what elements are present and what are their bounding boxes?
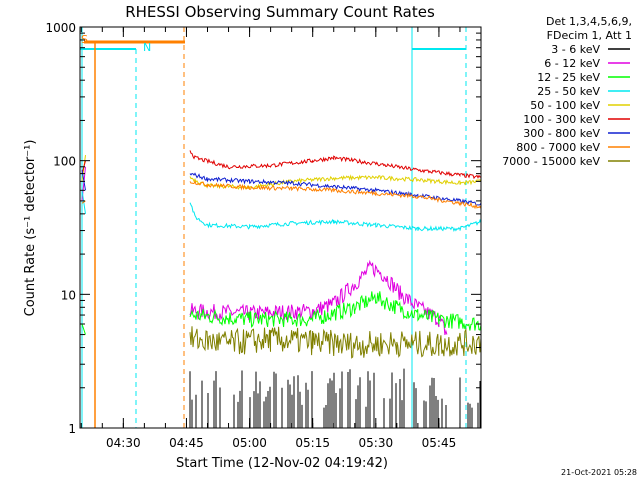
y-tick-label: 1 — [68, 422, 76, 436]
x-tick-label: 04:30 — [106, 436, 141, 450]
legend-entry-label: 25 - 50 keV — [537, 85, 600, 98]
legend-header-line-2: FDecim 1, Att 1 — [547, 29, 632, 42]
legend-header-line-1: Det 1,3,4,5,6,9, — [546, 15, 632, 28]
legend-entry-label: 6 - 12 keV — [544, 57, 600, 70]
series-line-12-25keV — [81, 291, 482, 335]
plot-frame — [79, 26, 482, 429]
timestamp: 21-Oct-2021 05:28 — [561, 468, 637, 477]
series-line-100-300keV — [81, 150, 482, 180]
x-tick-label: 05:15 — [295, 436, 330, 450]
axes: 1 10 100 1000 04:30 04:45 05:00 05:15 05:30 05:45 — [45, 21, 482, 450]
series-line-300-800keV — [81, 170, 482, 206]
x-tick-label: 05:00 — [232, 436, 267, 450]
legend-entry-label: 7000 - 15000 keV — [502, 155, 600, 168]
y-tick-label: 100 — [53, 155, 76, 169]
series-line-800-7000keV — [81, 180, 482, 210]
legend-entry-label: 800 - 7000 keV — [516, 141, 600, 154]
legend: Det 1,3,4,5,6,9, FDecim 1, Att 1 3 - 6 k… — [502, 15, 632, 168]
y-tick-label: 10 — [61, 288, 76, 302]
legend-entry-label: 3 - 6 keV — [551, 43, 600, 56]
x-tick-label: 05:45 — [422, 436, 457, 450]
legend-entry-label: 12 - 25 keV — [537, 71, 600, 84]
legend-entry-label: 300 - 800 keV — [523, 127, 600, 140]
legend-entry-label: 50 - 100 keV — [530, 99, 600, 112]
x-tick-label: 05:30 — [359, 436, 394, 450]
x-tick-label: 04:45 — [169, 436, 204, 450]
chart-title: RHESSI Observing Summary Count Rates — [125, 3, 435, 21]
annotation-s: S — [81, 33, 88, 46]
y-tick-label: 1000 — [45, 21, 76, 35]
x-axis-label: Start Time (12-Nov-02 04:19:42) — [176, 456, 388, 471]
plot-area — [80, 27, 482, 428]
series-line-3-6keV — [189, 368, 481, 428]
legend-entry-label: 100 - 300 keV — [523, 113, 600, 126]
series-line-7000-15000keV — [189, 326, 482, 359]
y-axis-label: Count Rate (s⁻¹ detector⁻¹) — [23, 140, 38, 317]
annotation-n: N — [143, 41, 151, 54]
